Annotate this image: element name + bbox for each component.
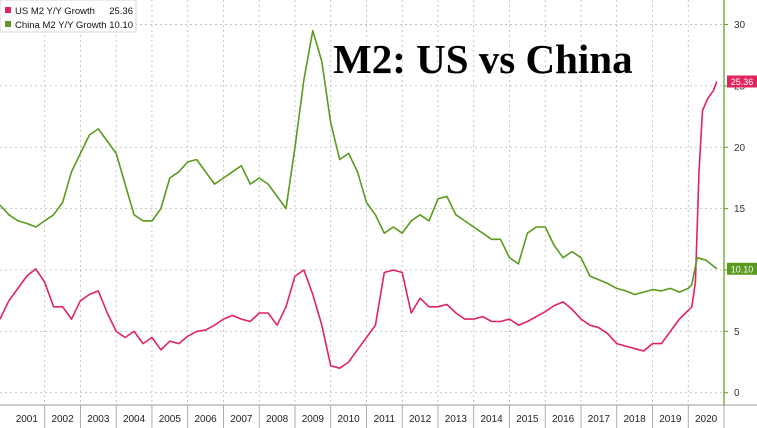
x-tick-label: 2001 bbox=[16, 414, 39, 425]
legend-box bbox=[0, 0, 137, 33]
x-tick-label: 2002 bbox=[51, 414, 74, 425]
last-value-tag bbox=[727, 75, 757, 88]
x-tick-label: 2005 bbox=[159, 414, 182, 425]
legend-label-us: US M2 Y/Y Growth bbox=[15, 6, 95, 17]
legend-swatch-us bbox=[5, 7, 11, 13]
x-tick-label: 2020 bbox=[695, 414, 718, 425]
y-tick-label: 5 bbox=[734, 327, 740, 338]
x-tick-label: 2011 bbox=[374, 414, 396, 425]
x-tick-label: 2009 bbox=[302, 414, 325, 425]
legend-value-china: 10.10 bbox=[109, 20, 133, 31]
last-value-tags: 25.36 10.10 bbox=[727, 75, 757, 275]
y-tick-label: 15 bbox=[734, 204, 746, 215]
x-tick-label: 2007 bbox=[230, 414, 253, 425]
us-m2-series-line bbox=[0, 81, 718, 370]
legend: US M2 Y/Y Growth 25.36 China M2 Y/Y Grow… bbox=[0, 0, 137, 33]
y-tick-label: 30 bbox=[734, 20, 746, 31]
x-tick-label: 2019 bbox=[659, 414, 682, 425]
y-tick-label: 20 bbox=[734, 143, 746, 154]
legend-label-china: China M2 Y/Y Growth bbox=[15, 20, 107, 31]
chart-title: M2: US vs China bbox=[333, 36, 633, 82]
last-value-label: 10.10 bbox=[731, 264, 754, 274]
x-tick-label: 2010 bbox=[337, 414, 360, 425]
x-tick-label: 2014 bbox=[480, 414, 503, 425]
legend-swatch-china bbox=[5, 21, 11, 27]
x-tick-label: 2017 bbox=[588, 414, 611, 425]
x-tick-label: 2013 bbox=[445, 414, 468, 425]
x-tick-label: 2018 bbox=[623, 414, 646, 425]
x-tick-label: 2012 bbox=[409, 414, 432, 425]
last-value-label: 25.36 bbox=[731, 77, 754, 87]
x-tick-label: 2016 bbox=[552, 414, 575, 425]
x-tick-label: 2015 bbox=[516, 414, 539, 425]
x-tick-label: 2008 bbox=[266, 414, 289, 425]
series-layer bbox=[0, 29, 718, 370]
x-tick-label: 2006 bbox=[194, 414, 217, 425]
y-tick-label: 0 bbox=[734, 388, 740, 399]
legend-value-us: 25.36 bbox=[109, 6, 133, 17]
x-tick-label: 2003 bbox=[87, 414, 110, 425]
china-m2-series-line bbox=[0, 29, 718, 296]
last-value-tag bbox=[727, 262, 757, 275]
x-tick-label: 2004 bbox=[123, 414, 146, 425]
